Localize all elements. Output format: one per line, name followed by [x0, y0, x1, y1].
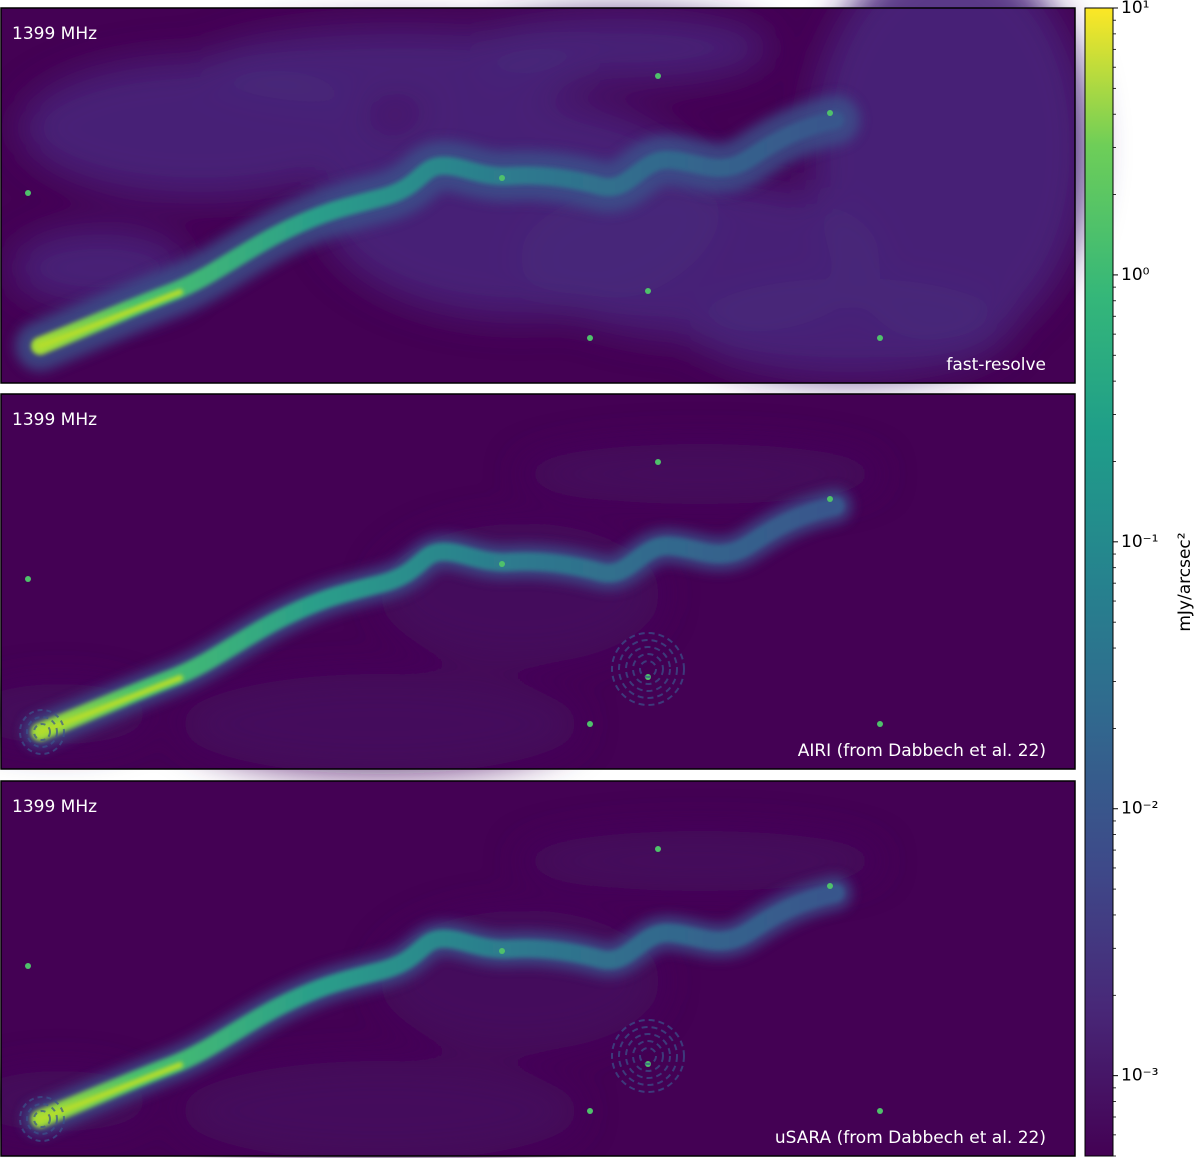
- emission-blob: [690, 278, 1010, 378]
- emission-blob: [520, 444, 880, 504]
- frequency-label: 1399 MHz: [12, 24, 97, 44]
- point-source: [877, 721, 883, 727]
- jet: [31, 497, 844, 741]
- jet: [31, 884, 844, 1128]
- point-source: [25, 576, 31, 582]
- point-source: [499, 175, 505, 181]
- point-source: [587, 721, 593, 727]
- frequency-label: 1399 MHz: [12, 410, 97, 430]
- point-source: [25, 963, 31, 969]
- jet-core: [37, 1062, 183, 1122]
- ring-artifact: [625, 646, 671, 692]
- ring-artifact: [632, 1040, 664, 1072]
- point-source: [877, 1108, 883, 1114]
- jet: [31, 111, 844, 355]
- point-source: [587, 335, 593, 341]
- colorbar: [1084, 7, 1114, 1157]
- ring-artifact: [611, 1019, 685, 1093]
- colorbar-tick-label: 10¹: [1121, 0, 1149, 18]
- panel-frame: [0, 7, 1076, 384]
- ring-artifact: [26, 1103, 58, 1135]
- point-source: [587, 1108, 593, 1114]
- colorbar-label: mJy/arcsec²: [1175, 532, 1195, 631]
- point-source: [655, 459, 661, 465]
- point-source: [827, 496, 833, 502]
- point-source: [877, 335, 883, 341]
- image-panel: 1399 MHz AIRI (from Dabbech et al. 22): [0, 393, 1076, 774]
- ring-artifact: [611, 632, 685, 706]
- jet-core: [37, 675, 183, 735]
- ring-artifact: [19, 1096, 65, 1142]
- ring-artifact: [19, 709, 65, 755]
- ring-artifact: [632, 653, 664, 685]
- ring-artifact: [618, 1026, 678, 1086]
- image-panel: 1399 MHz fast-resolve: [0, 0, 1090, 384]
- point-source: [25, 190, 31, 196]
- frequency-label: 1399 MHz: [12, 797, 97, 817]
- method-label: uSARA (from Dabbech et al. 22): [775, 1128, 1046, 1148]
- emission-blob: [520, 831, 880, 891]
- ring-artifact: [33, 1110, 51, 1128]
- ring-artifact: [639, 1047, 657, 1065]
- ring-artifact: [625, 1033, 671, 1079]
- method-label: AIRI (from Dabbech et al. 22): [798, 741, 1046, 761]
- emission-blob: [180, 1061, 580, 1158]
- panel-frame: [0, 393, 1076, 770]
- emission-blob: [180, 674, 580, 774]
- panel-frame: [0, 780, 1076, 1157]
- point-source: [645, 288, 651, 294]
- point-source: [827, 110, 833, 116]
- method-label: fast-resolve: [946, 355, 1046, 375]
- ring-artifact: [33, 723, 51, 741]
- image-panel: 1399 MHz uSARA (from Dabbech et al. 22): [0, 780, 1076, 1158]
- colorbar-tick-label: 10⁻³: [1121, 1066, 1158, 1086]
- point-source: [499, 561, 505, 567]
- point-source: [655, 73, 661, 79]
- emission-blob: [810, 0, 1090, 348]
- colorbar-tick-label: 10⁰: [1121, 265, 1150, 285]
- colorbar-tick-label: 10⁻²: [1121, 799, 1158, 819]
- point-source: [655, 846, 661, 852]
- jet-core: [37, 289, 183, 349]
- point-source: [827, 883, 833, 889]
- ring-artifact: [26, 716, 58, 748]
- emission-blob: [470, 13, 770, 83]
- ring-artifact: [639, 660, 657, 678]
- colorbar-tick-label: 10⁻¹: [1121, 532, 1158, 552]
- point-source: [499, 948, 505, 954]
- ring-artifact: [618, 639, 678, 699]
